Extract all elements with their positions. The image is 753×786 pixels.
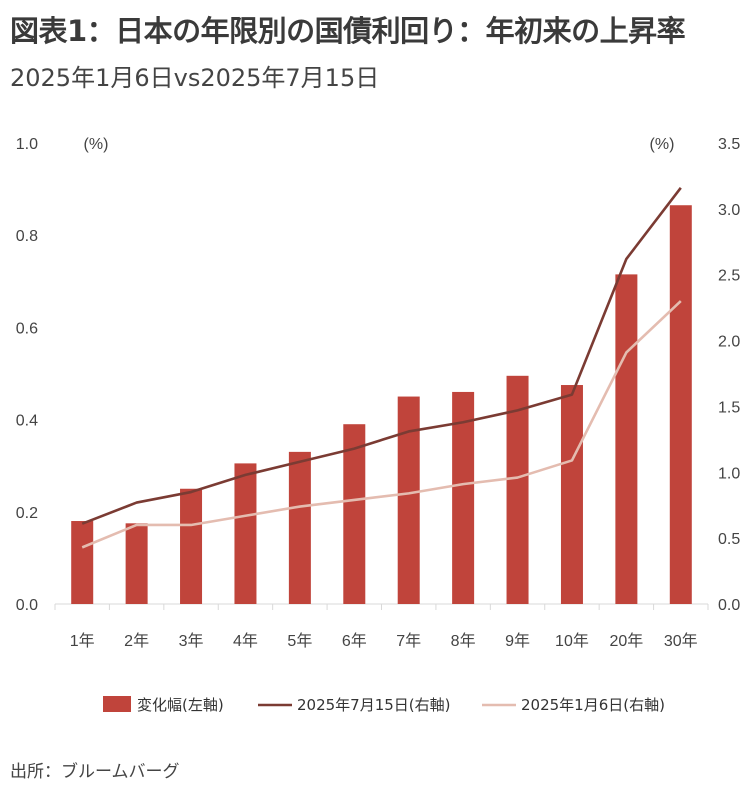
right-axis-unit: (%) xyxy=(650,136,675,153)
bar-3年 xyxy=(180,488,203,604)
left-axis-tick-label: 0.2 xyxy=(16,505,38,522)
right-axis-tick-label: 1.0 xyxy=(718,465,740,482)
left-axis-tick-label: 0.4 xyxy=(16,413,38,430)
legend-label-jan6: 2025年1月6日(右軸) xyxy=(521,696,665,714)
bar-4年 xyxy=(234,463,257,604)
x-axis-label: 5年 xyxy=(287,632,312,650)
left-axis-unit: (%) xyxy=(84,136,109,153)
bar-1年 xyxy=(71,521,94,604)
line-series-jan6 xyxy=(81,300,682,549)
x-axis-label: 10年 xyxy=(555,632,589,650)
right-axis-tick-label: 0.0 xyxy=(718,597,740,614)
right-axis-tick-label: 3.0 xyxy=(718,202,740,219)
legend-label-change: 変化幅(左軸) xyxy=(137,696,224,714)
right-axis-tick-label: 2.5 xyxy=(718,268,740,285)
x-axis-label: 7年 xyxy=(396,632,421,650)
right-axis-tick-label: 2.0 xyxy=(718,334,740,351)
x-axis-label: 1年 xyxy=(70,632,95,650)
bar-10年 xyxy=(560,385,583,604)
right-axis-tick-label: 1.5 xyxy=(718,399,740,416)
bar-20年 xyxy=(615,274,638,604)
bar-9年 xyxy=(506,375,529,604)
right-axis-tick-label: 0.5 xyxy=(718,531,740,548)
chart-title: 図表1：日本の年限別の国債利回り：年初来の上昇率 xyxy=(10,14,686,48)
x-axis-label: 8年 xyxy=(451,632,476,650)
bar-8年 xyxy=(452,391,475,604)
bar-2年 xyxy=(125,523,148,604)
bar-7年 xyxy=(397,396,420,604)
legend-label-jul15: 2025年7月15日(右軸) xyxy=(297,696,451,714)
line-series-jul15 xyxy=(81,186,682,525)
x-axis-label: 6年 xyxy=(342,632,367,650)
bar-6年 xyxy=(343,424,366,604)
left-axis-tick-label: 1.0 xyxy=(16,136,38,153)
right-axis-tick-label: 3.5 xyxy=(718,136,740,153)
x-axis-label: 30年 xyxy=(664,632,698,650)
left-axis-tick-label: 0.8 xyxy=(16,228,38,245)
left-axis-tick-label: 0.6 xyxy=(16,320,38,337)
source-note: 出所：ブルームバーグ xyxy=(10,762,180,782)
x-axis-label: 2年 xyxy=(124,632,149,650)
bar-5年 xyxy=(288,451,311,604)
legend-bar-swatch xyxy=(103,696,131,712)
chart-subtitle: 2025年1月6日vs2025年7月15日 xyxy=(10,64,380,92)
x-axis-label: 9年 xyxy=(505,632,530,650)
x-axis-label: 3年 xyxy=(179,632,204,650)
bar-30年 xyxy=(669,205,692,605)
x-axis-label: 20年 xyxy=(609,632,643,650)
x-axis-label: 4年 xyxy=(233,632,258,650)
left-axis-tick-label: 0.0 xyxy=(16,597,38,614)
